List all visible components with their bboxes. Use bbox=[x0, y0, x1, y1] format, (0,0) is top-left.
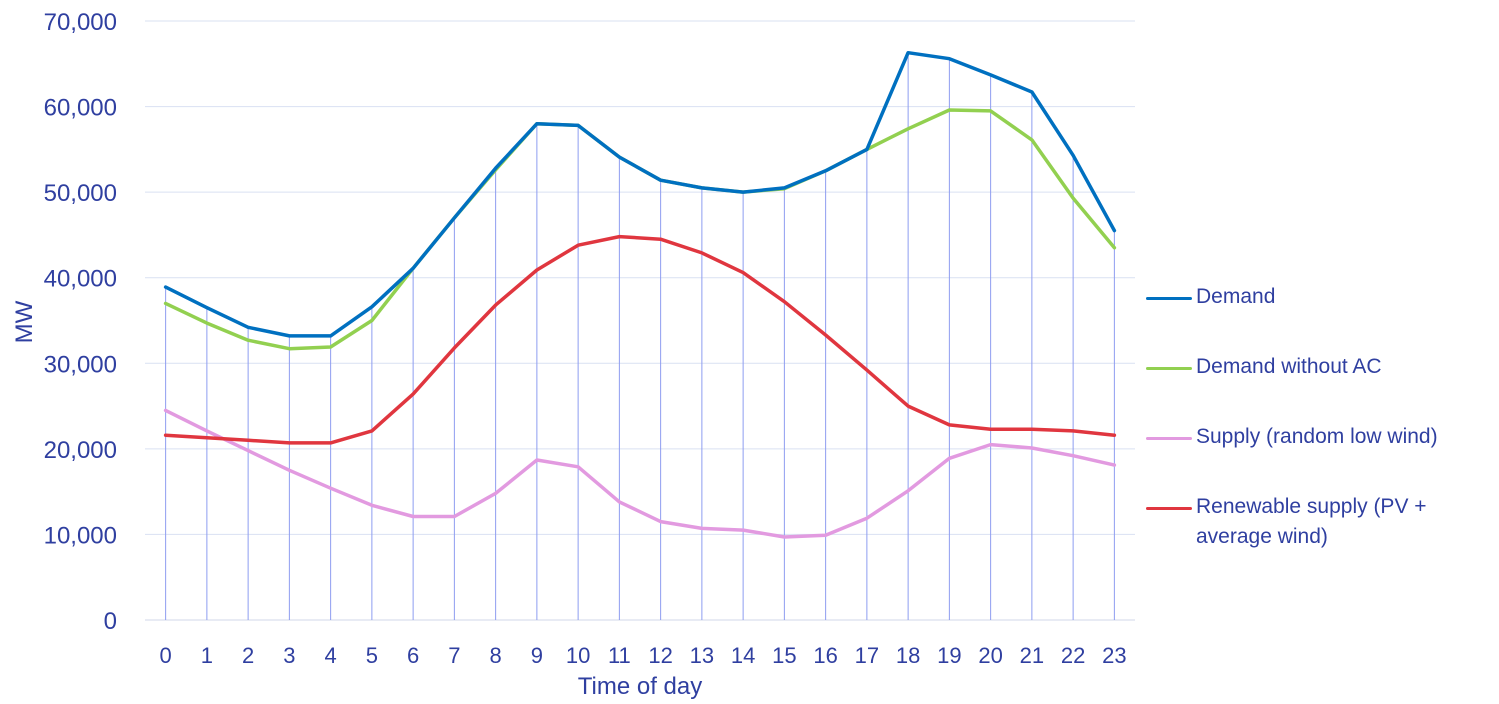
x-tick-label: 7 bbox=[448, 643, 460, 668]
x-tick-label: 2 bbox=[242, 643, 254, 668]
legend-label: Demand bbox=[1196, 285, 1276, 308]
x-tick-label: 10 bbox=[566, 643, 590, 668]
x-tick-label: 3 bbox=[283, 643, 295, 668]
x-tick-label: 5 bbox=[366, 643, 378, 668]
legend-item-supply-low-wind: Supply (random low wind) bbox=[1146, 422, 1496, 452]
legend-label: Demand without AC bbox=[1196, 355, 1382, 378]
legend-label: Supply (random low wind) bbox=[1196, 425, 1438, 448]
x-tick-label: 8 bbox=[490, 643, 502, 668]
x-tick-label: 14 bbox=[731, 643, 755, 668]
x-tick-label: 18 bbox=[896, 643, 920, 668]
x-axis-title: Time of day bbox=[578, 673, 703, 700]
legend-swatch bbox=[1146, 507, 1192, 510]
y-tick-label: 60,000 bbox=[44, 95, 117, 122]
legend-item-renewable-supply: Renewable supply (PV + average wind) bbox=[1146, 492, 1476, 552]
legend: Demand Demand without AC Supply (random … bbox=[1146, 282, 1496, 592]
x-tick-label: 17 bbox=[855, 643, 879, 668]
y-tick-label: 50,000 bbox=[44, 180, 117, 207]
x-tick-label: 6 bbox=[407, 643, 419, 668]
y-axis-title: MW bbox=[11, 300, 38, 343]
legend-label: Renewable supply (PV + average wind) bbox=[1196, 495, 1427, 548]
legend-swatch bbox=[1146, 367, 1192, 370]
x-tick-label: 11 bbox=[608, 643, 631, 668]
x-tick-label: 1 bbox=[201, 643, 213, 668]
y-tick-label: 0 bbox=[104, 608, 117, 635]
y-tick-label: 70,000 bbox=[44, 9, 117, 36]
x-tick-label: 9 bbox=[531, 643, 543, 668]
y-tick-label: 40,000 bbox=[44, 266, 117, 293]
x-tick-label: 12 bbox=[648, 643, 672, 668]
x-tick-label: 16 bbox=[813, 643, 837, 668]
series-line-renewable-supply-pv-average-wind bbox=[163, 234, 1117, 445]
series-line-supply-random-low-wind bbox=[163, 408, 1117, 539]
x-tick-label: 20 bbox=[978, 643, 1002, 668]
legend-swatch bbox=[1146, 297, 1192, 300]
x-tick-label: 22 bbox=[1061, 643, 1085, 668]
x-tick-label: 15 bbox=[772, 643, 796, 668]
x-tick-label: 13 bbox=[690, 643, 714, 668]
x-tick-label: 23 bbox=[1102, 643, 1126, 668]
y-tick-label: 10,000 bbox=[44, 522, 117, 549]
x-tick-label: 19 bbox=[937, 643, 961, 668]
legend-swatch bbox=[1146, 437, 1192, 440]
legend-item-demand-without-ac: Demand without AC bbox=[1146, 352, 1496, 382]
y-tick-label: 30,000 bbox=[44, 351, 117, 378]
x-tick-label: 4 bbox=[325, 643, 337, 668]
x-tick-label: 21 bbox=[1020, 643, 1044, 668]
series-line-demand bbox=[163, 50, 1117, 338]
y-tick-label: 20,000 bbox=[44, 437, 117, 464]
legend-item-demand: Demand bbox=[1146, 282, 1496, 312]
x-tick-label: 0 bbox=[160, 643, 172, 668]
series-line-demand-without-ac bbox=[163, 108, 1117, 351]
